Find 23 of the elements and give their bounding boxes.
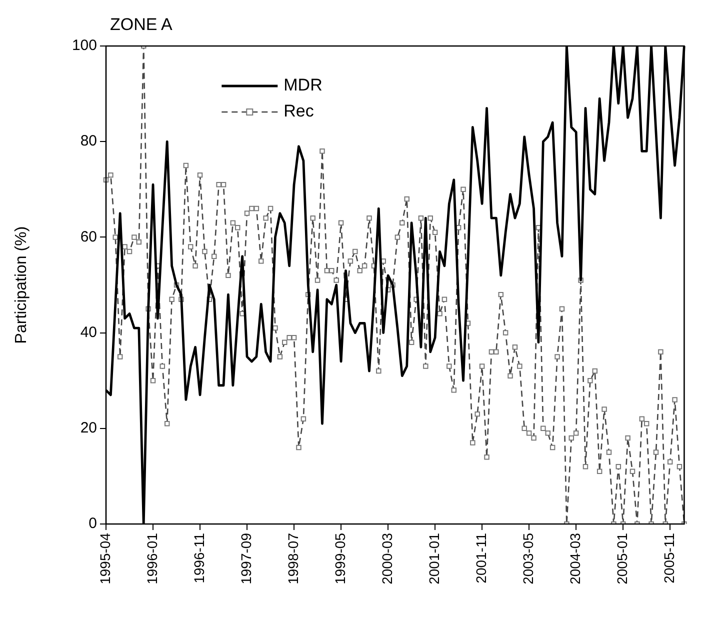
y-tick-label: 60 (80, 228, 97, 246)
x-tick-label: 1995-04 (96, 532, 113, 584)
y-tick-label: 80 (80, 132, 97, 150)
x-tick-label: 1997-09 (238, 532, 254, 584)
x-tick-label: 2001-01 (426, 532, 442, 584)
x-tick-label: 2004-03 (566, 532, 583, 584)
x-tick-label: 1996-01 (144, 532, 160, 584)
y-axis-title: Participation (%) (13, 226, 30, 344)
x-tick-label: 1999-05 (332, 532, 348, 584)
x-tick-label: 2000-03 (378, 532, 395, 584)
y-tick-label: 40 (80, 324, 97, 341)
x-tick-label: 2005-11 (660, 532, 677, 584)
y-tick-label: 100 (72, 37, 97, 54)
y-tick-label: 0 (88, 515, 97, 532)
x-tick-label: 2005-01 (614, 532, 630, 584)
legend-label: MDR (284, 76, 322, 95)
chart-title: ZONE A (110, 15, 174, 34)
legend-label: Rec (284, 102, 314, 121)
x-tick-label: 2003-05 (520, 532, 536, 584)
x-tick-label: 1996-11 (190, 532, 207, 584)
x-tick-label: 2001-11 (472, 532, 489, 584)
y-tick-label: 20 (80, 420, 97, 437)
x-tick-label: 1998-07 (284, 532, 301, 584)
